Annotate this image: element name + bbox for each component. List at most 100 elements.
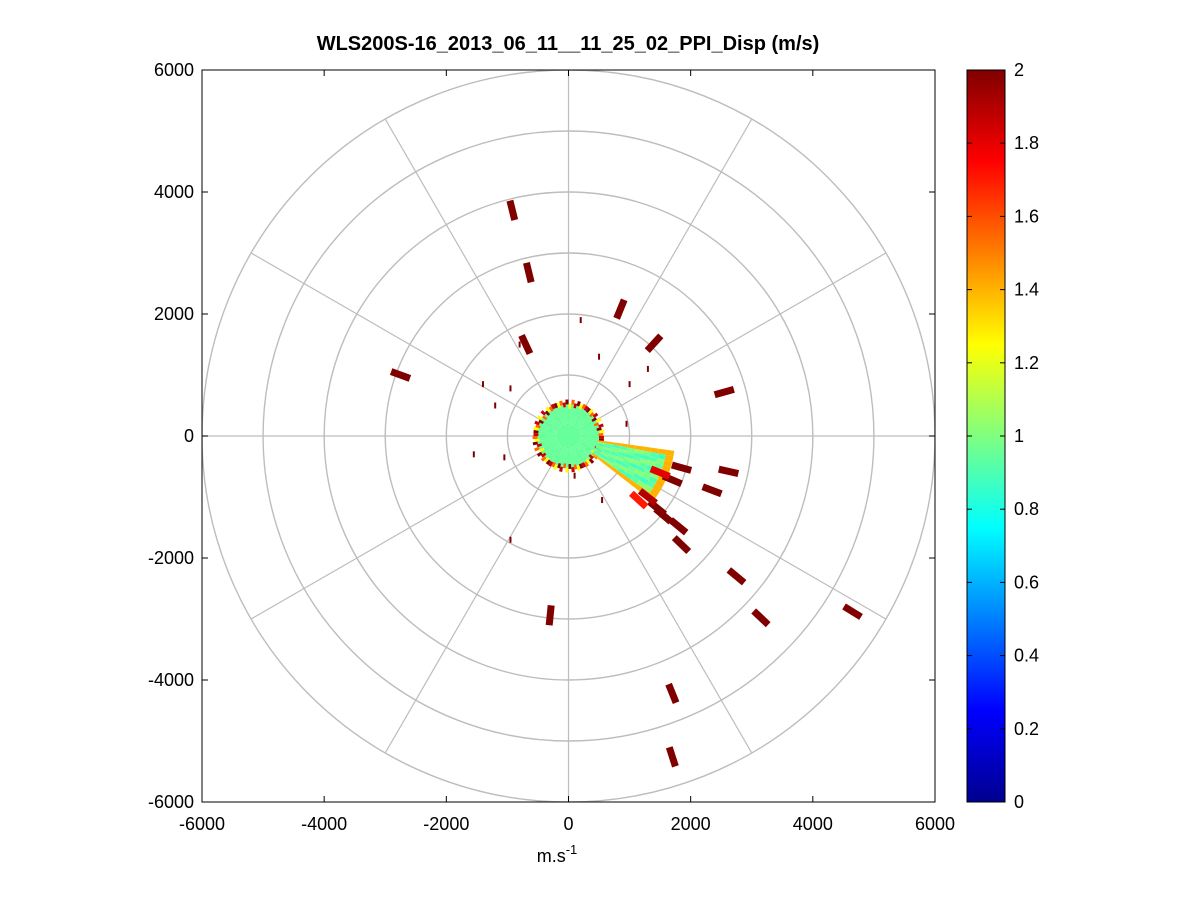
near-field-edge-cell <box>576 400 581 407</box>
plume-cell <box>649 451 659 459</box>
data-cell <box>665 682 680 705</box>
plume-cell <box>616 470 625 478</box>
near-field-edge-cell <box>534 420 540 426</box>
plume-cell <box>592 451 600 458</box>
near-field-edge-cell <box>581 462 587 468</box>
near-field-cell <box>580 430 600 435</box>
plume-cell <box>648 476 658 484</box>
near-field-edge-cell <box>596 417 602 423</box>
plume-cell <box>658 448 667 455</box>
data-cell <box>701 483 723 498</box>
grid-spoke <box>250 435 569 620</box>
plume-cell <box>639 476 649 485</box>
near-field-cell <box>570 408 576 425</box>
near-field-cell <box>569 448 574 468</box>
near-field-cell <box>538 433 557 436</box>
data-cell <box>671 535 692 555</box>
near-field-cell <box>558 447 566 464</box>
near-field-cell <box>573 408 584 426</box>
near-field-edge-cell <box>534 438 540 442</box>
plume-cell <box>625 453 634 460</box>
data-cell <box>649 465 671 480</box>
near-field-cell <box>548 414 561 428</box>
near-field-edge-cell <box>548 406 554 412</box>
near-field-cell <box>579 440 596 449</box>
near-field-cell <box>576 412 591 428</box>
plume-cell <box>603 444 613 450</box>
plume-cell <box>635 445 644 451</box>
data-cell <box>389 368 412 382</box>
grid-spoke <box>250 252 569 437</box>
near-field-cell <box>555 447 565 466</box>
plume-cell <box>603 461 612 469</box>
data-cell <box>751 608 771 628</box>
plume-cell <box>596 443 605 447</box>
near-field-edge-cell <box>588 454 594 460</box>
x-tick-label: -2000 <box>423 814 469 834</box>
near-field-cell <box>577 443 591 456</box>
data-cell <box>713 385 735 399</box>
near-field-cell <box>579 441 598 452</box>
near-field-edge-cell <box>540 456 547 462</box>
data-speck <box>646 365 649 372</box>
plume-cell <box>657 453 666 460</box>
plume-cell <box>643 468 653 477</box>
near-field-cell <box>570 447 577 465</box>
plume-cell <box>612 444 621 449</box>
y-tick-label: 0 <box>184 426 194 446</box>
plume-cell <box>647 460 656 468</box>
plume-cell <box>596 441 605 445</box>
near-field-cell <box>565 448 569 468</box>
near-field-cell <box>579 425 600 433</box>
colorbar-tick-label: 1 <box>1014 426 1024 446</box>
near-field-cell <box>560 447 567 468</box>
plume-cell <box>650 471 660 480</box>
y-tick-label: 6000 <box>154 60 194 80</box>
x-tick-label: -6000 <box>179 814 225 834</box>
near-field-cell <box>543 441 558 450</box>
near-field-edge-cell <box>538 419 544 425</box>
near-field-cell <box>537 438 557 445</box>
plume-cell <box>597 440 606 444</box>
near-field-cell <box>539 437 557 442</box>
plume-cell <box>591 452 599 459</box>
data-cell <box>518 333 534 356</box>
x-tick-label: 2000 <box>671 814 711 834</box>
near-field-edge-cell <box>562 463 567 469</box>
near-field-edge-cell <box>568 403 572 409</box>
plume-cell <box>626 468 635 477</box>
colorbar-tick-label: 2 <box>1014 60 1024 80</box>
data-cell <box>523 261 535 284</box>
near-field-cell <box>538 428 557 434</box>
plume-cell <box>609 466 618 474</box>
plume-cell <box>599 453 608 460</box>
near-field-edge-cell <box>538 447 545 453</box>
plume-cell <box>617 451 627 457</box>
near-field-edge-cell <box>543 457 550 463</box>
near-field-cell <box>541 417 559 430</box>
plume-cell <box>626 450 635 456</box>
near-field-edge-cell <box>545 406 551 412</box>
near-field-edge-cell <box>578 463 584 469</box>
near-field-cell <box>541 439 558 446</box>
near-field-cell <box>546 418 560 430</box>
near-field-edge-cell <box>588 408 594 415</box>
x-axis-label-base: m.s <box>537 846 566 866</box>
plume-cell <box>616 453 626 460</box>
plume-cell <box>617 467 627 476</box>
plume-cell <box>604 443 613 447</box>
near-field-edge-cell <box>592 412 599 418</box>
near-field-cell <box>538 430 557 435</box>
near-field-cell <box>563 448 568 464</box>
plume-cell <box>642 450 651 457</box>
grid-spoke <box>567 118 753 437</box>
near-field-cell <box>574 445 587 463</box>
near-field-edge-cell <box>565 467 569 473</box>
near-field-edge-cell <box>578 403 584 410</box>
plume-cell <box>604 441 613 445</box>
near-field-edge-cell <box>583 461 590 468</box>
near-field-edge-cell <box>533 426 539 431</box>
colorbar-tick-label: 0.2 <box>1014 719 1039 739</box>
grid-spoke <box>568 252 887 437</box>
plume-cell <box>607 455 616 462</box>
